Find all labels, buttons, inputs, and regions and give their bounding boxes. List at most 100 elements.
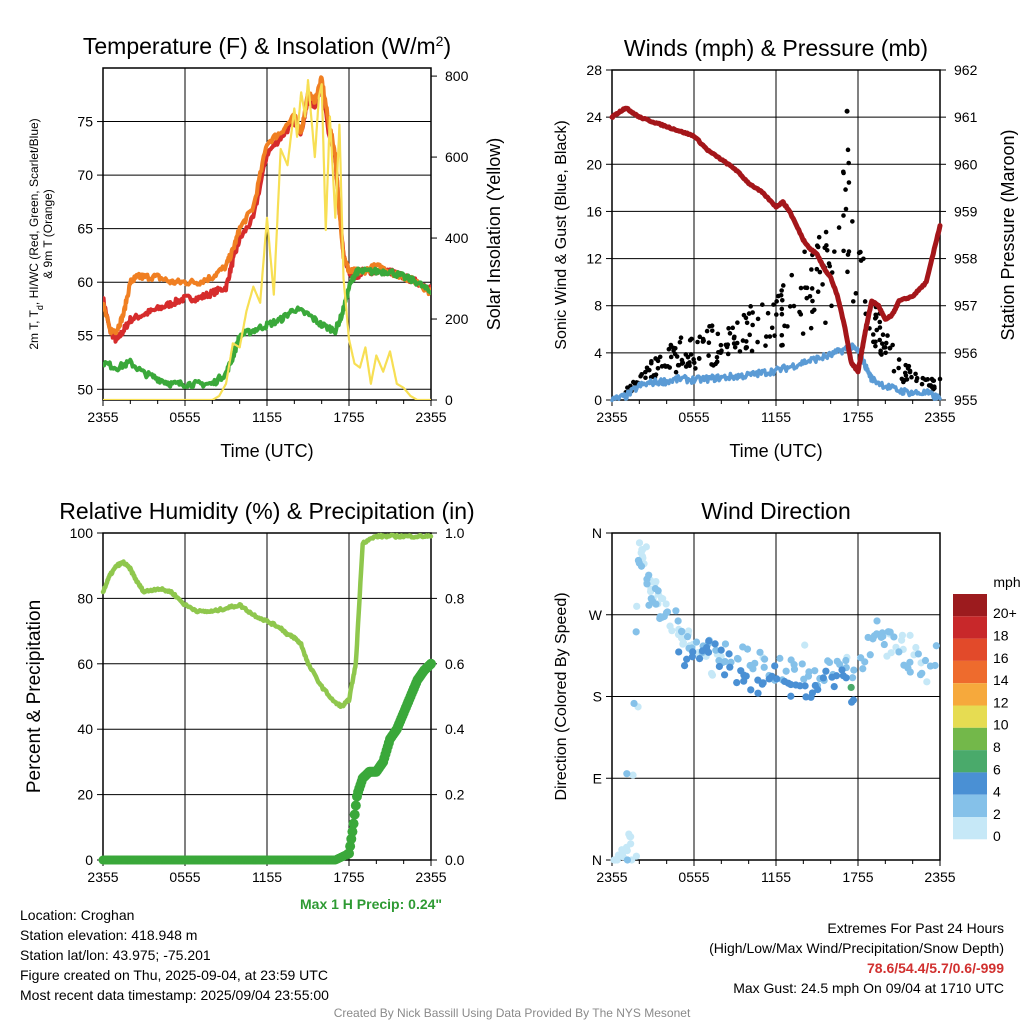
gust-point: [800, 331, 806, 336]
temp-ytick-label: 75: [77, 114, 93, 130]
gust-point: [817, 269, 823, 275]
gust-point: [679, 357, 685, 363]
speed-legend-label: 0: [993, 828, 1001, 844]
direction-point: [822, 667, 830, 675]
gust-point: [687, 337, 693, 343]
gust-point: [914, 375, 920, 381]
speed-legend-swatch: [953, 750, 987, 773]
gust-point: [749, 348, 755, 354]
gust-point: [811, 307, 817, 313]
gust-point: [862, 299, 868, 304]
gust-point: [845, 147, 851, 153]
gust-point: [903, 362, 909, 368]
direction-point: [873, 617, 881, 625]
direction-point: [880, 640, 888, 649]
direction-point: [819, 674, 827, 682]
gust-point: [823, 229, 829, 235]
direction-point: [887, 649, 895, 657]
gust-point: [779, 288, 784, 293]
gust-point: [791, 303, 797, 309]
gust-point: [772, 333, 777, 338]
gust-point: [789, 272, 795, 278]
direction-point: [787, 692, 795, 700]
gust-point: [929, 384, 935, 390]
direction-point: [627, 833, 635, 841]
direction-point: [838, 666, 846, 674]
direction-point: [654, 587, 662, 595]
gust-point: [691, 357, 696, 362]
direction-point: [643, 580, 651, 588]
direction-point: [632, 628, 640, 636]
gust-point: [763, 343, 768, 348]
winds-ytick-label: 12: [586, 251, 602, 267]
dir-xtick-label: 1755: [842, 869, 873, 885]
gust-point: [719, 348, 724, 354]
direction-point: [652, 600, 660, 608]
gust-point: [826, 261, 832, 266]
gust-point: [713, 361, 718, 367]
gust-point: [785, 324, 790, 329]
gust-point: [883, 340, 889, 346]
speed-legend-swatch: [953, 660, 987, 684]
gust-point: [797, 309, 802, 315]
gust-point: [937, 376, 943, 382]
temp-ytick-right-label: 0: [445, 392, 453, 408]
gust-point: [765, 310, 771, 316]
station-elevation: Station elevation: 418.948 m: [20, 927, 198, 943]
speed-legend-label: 16: [993, 650, 1009, 666]
gust-point: [816, 234, 822, 240]
gust-point: [706, 340, 712, 346]
direction-point: [773, 675, 781, 683]
speed-legend-label: 2: [993, 806, 1001, 822]
rh-ytick-label: 80: [77, 590, 93, 606]
direction-point: [759, 679, 767, 687]
direction-point: [633, 602, 641, 610]
gust-point: [730, 325, 736, 331]
temp-title-part: ): [443, 33, 451, 59]
temp-ylabel-right: Solar Insolation (Yellow): [484, 138, 504, 330]
gust-point: [809, 286, 815, 291]
gust-point: [667, 365, 672, 370]
winds-xtick-label: 0555: [678, 409, 709, 425]
direction-point: [635, 539, 644, 547]
gust-point: [877, 325, 883, 330]
speed-legend-swatch: [953, 705, 987, 728]
gust-point: [706, 353, 711, 358]
dir-xtick-label: 2355: [596, 869, 627, 885]
speed-legend-swatch: [953, 772, 987, 795]
direction-point: [637, 562, 646, 570]
speed-legend-label: 8: [993, 739, 1001, 755]
gust-point: [755, 339, 760, 345]
gust-point: [845, 269, 850, 275]
winds-ytick-right-label: 959: [954, 203, 978, 219]
direction-point: [931, 661, 939, 670]
speed-legend-swatch: [953, 594, 987, 617]
gust-point: [775, 293, 781, 299]
precip-point: [348, 818, 359, 829]
gust-point: [787, 304, 793, 309]
direction-point: [832, 672, 841, 680]
direction-point: [932, 642, 940, 650]
gust-point: [747, 332, 752, 338]
rh-ytick-label: 0: [85, 852, 93, 868]
gust-point: [858, 249, 863, 255]
speed-legend-swatch: [953, 616, 987, 639]
temp-title: Temperature (F) & Insolation (W/m2): [83, 33, 451, 59]
direction-point: [866, 651, 874, 659]
direction-point: [632, 852, 641, 860]
gust-point: [820, 282, 825, 287]
gust-point: [919, 381, 925, 387]
gust-point: [732, 334, 737, 340]
direction-point: [895, 648, 903, 656]
gust-point: [779, 297, 785, 303]
gust-point: [725, 342, 731, 347]
dir-frame: [611, 532, 941, 861]
rh-title-part: Relative Humidity (%) & Precipitation (i…: [59, 498, 474, 524]
gust-point: [902, 370, 908, 376]
speed-legend-label: 10: [993, 717, 1009, 733]
gust-point: [755, 316, 761, 322]
speed-legend-swatch: [953, 727, 987, 751]
sonic-wind-line: [610, 342, 942, 403]
